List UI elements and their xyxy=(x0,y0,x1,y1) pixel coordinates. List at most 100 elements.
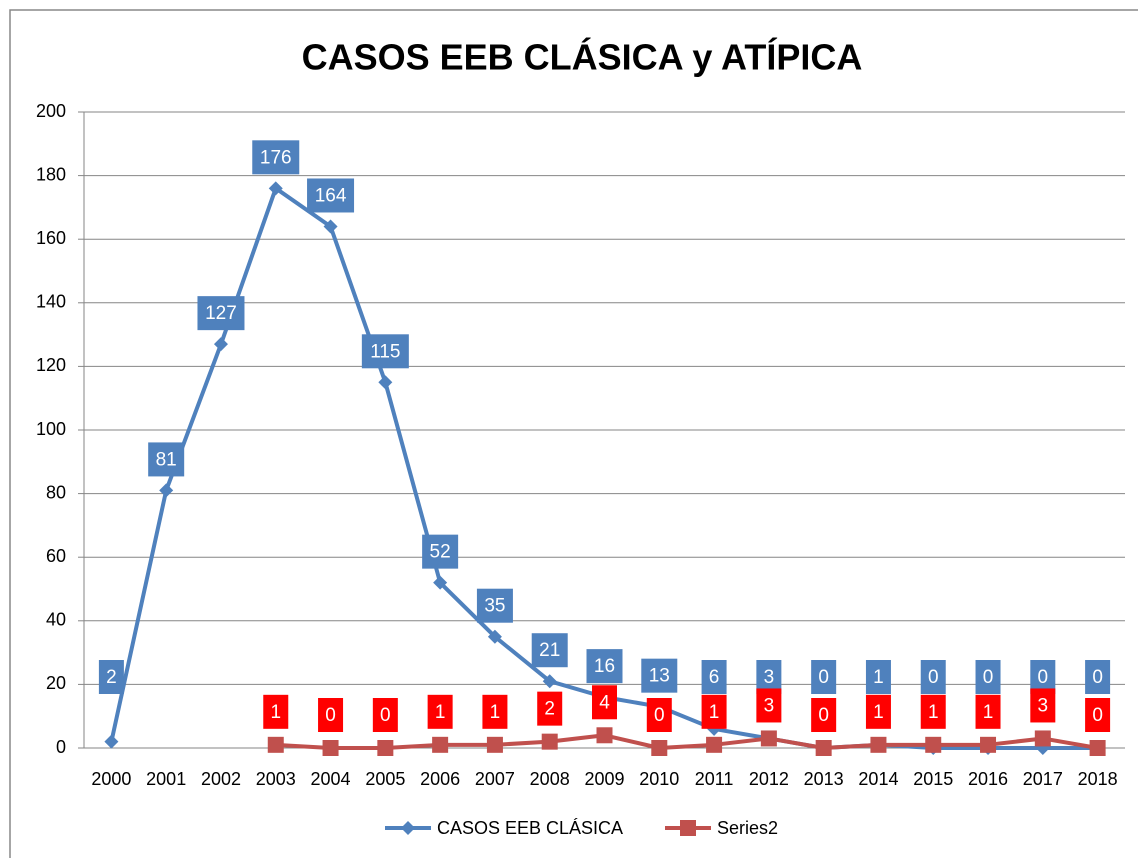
label-box xyxy=(98,660,124,694)
data-point xyxy=(1089,740,1106,756)
label-box xyxy=(531,633,568,668)
label-box xyxy=(756,688,782,723)
data-point xyxy=(925,736,942,753)
data-point xyxy=(159,483,174,498)
x-tick-label: 2009 xyxy=(584,769,624,789)
label-box xyxy=(422,534,459,569)
x-tick-label: 2002 xyxy=(201,769,241,789)
data-label: 0 xyxy=(818,667,829,688)
data-label: 0 xyxy=(380,705,391,726)
data-label: 1 xyxy=(873,667,884,688)
data-label: 13 xyxy=(649,666,670,687)
label-box xyxy=(476,588,513,623)
data-label: 3 xyxy=(764,667,775,688)
data-label: 1 xyxy=(709,702,720,723)
data-point xyxy=(980,736,997,753)
label-box xyxy=(148,442,185,477)
y-tick-label: 200 xyxy=(36,101,66,121)
series-line xyxy=(275,733,1098,750)
data-label: 0 xyxy=(818,705,829,726)
label-box xyxy=(701,694,727,729)
data-label: 4 xyxy=(599,692,610,713)
label-box xyxy=(701,660,727,694)
label-box xyxy=(307,178,355,213)
label-box xyxy=(646,698,672,732)
label-box xyxy=(592,685,617,720)
data-point xyxy=(268,181,283,196)
label-box xyxy=(427,694,453,729)
label-box xyxy=(865,694,891,729)
data-point xyxy=(1034,730,1051,747)
label-box xyxy=(975,660,1001,694)
label-box xyxy=(263,694,289,729)
data-point xyxy=(378,375,393,390)
legend-label: CASOS EEB CLÁSICA xyxy=(437,818,623,838)
data-label: 0 xyxy=(654,705,665,726)
data-label: 1 xyxy=(490,702,501,723)
y-tick-label: 0 xyxy=(56,737,66,757)
data-label: 164 xyxy=(315,185,347,206)
data-point xyxy=(322,740,339,756)
x-tick-label: 2001 xyxy=(146,769,186,789)
data-label: 21 xyxy=(539,640,560,661)
y-tick-label: 160 xyxy=(36,228,66,248)
data-point xyxy=(651,740,668,756)
x-tick-label: 2012 xyxy=(749,769,789,789)
x-tick-label: 2011 xyxy=(695,769,734,789)
label-box xyxy=(318,698,344,732)
x-tick-label: 2016 xyxy=(968,769,1008,789)
data-point xyxy=(377,740,394,756)
label-box xyxy=(586,649,623,684)
data-point xyxy=(760,730,777,747)
data-label: 3 xyxy=(1038,695,1049,716)
legend-marker xyxy=(401,821,415,835)
x-tick-label: 2006 xyxy=(420,769,460,789)
y-tick-label: 100 xyxy=(36,419,66,439)
x-tick-label: 2005 xyxy=(365,769,405,789)
data-point xyxy=(596,727,613,744)
y-tick-label: 120 xyxy=(36,355,66,375)
data-point xyxy=(432,736,449,753)
data-point xyxy=(706,736,723,753)
label-box xyxy=(1085,660,1111,694)
data-label: 1 xyxy=(270,702,281,723)
label-box xyxy=(537,691,563,726)
data-label: 0 xyxy=(1038,667,1049,688)
label-box xyxy=(641,658,678,693)
data-point xyxy=(213,337,228,352)
y-tick-label: 60 xyxy=(46,546,66,566)
data-label: 81 xyxy=(156,449,177,470)
data-label: 1 xyxy=(435,702,446,723)
x-tick-label: 2003 xyxy=(256,769,296,789)
x-tick-label: 2013 xyxy=(804,769,844,789)
data-label: 0 xyxy=(928,667,939,688)
data-label: 16 xyxy=(594,656,615,677)
data-point xyxy=(323,219,338,234)
label-box xyxy=(975,694,1001,729)
data-point xyxy=(487,629,502,644)
data-label: 52 xyxy=(430,542,451,563)
data-label: 1 xyxy=(983,702,994,723)
label-box xyxy=(756,660,782,694)
data-label: 2 xyxy=(544,699,555,720)
label-box xyxy=(482,694,508,729)
y-tick-label: 20 xyxy=(46,673,66,693)
data-label: 0 xyxy=(1092,705,1103,726)
y-tick-label: 180 xyxy=(36,164,66,184)
data-label: 0 xyxy=(983,667,994,688)
label-box xyxy=(372,698,398,732)
legend-label: Series2 xyxy=(717,818,778,838)
x-tick-label: 2007 xyxy=(475,769,515,789)
chart-title: CASOS EEB CLÁSICA y ATÍPICA xyxy=(302,37,863,78)
data-label: 35 xyxy=(484,596,505,617)
data-label: 0 xyxy=(1092,667,1103,688)
data-label: 115 xyxy=(370,341,400,362)
label-box xyxy=(1030,660,1056,694)
x-tick-label: 2018 xyxy=(1078,769,1118,789)
y-tick-label: 80 xyxy=(46,482,66,502)
x-tick-label: 2010 xyxy=(639,769,679,789)
y-tick-label: 40 xyxy=(46,610,66,630)
data-point xyxy=(542,674,557,689)
legend-marker xyxy=(680,820,696,836)
